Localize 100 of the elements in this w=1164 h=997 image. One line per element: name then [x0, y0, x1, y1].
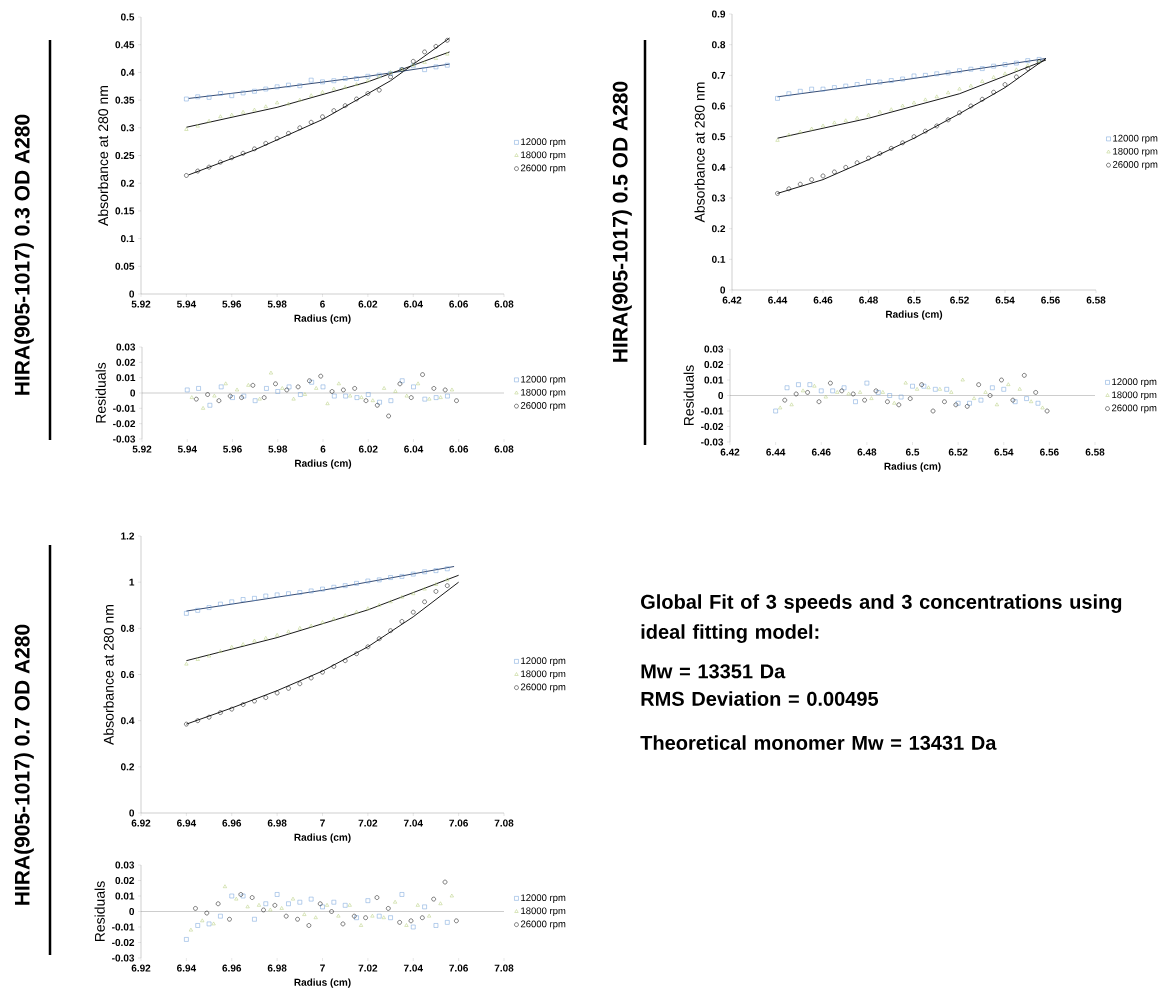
legend-label: 18000 rpm: [521, 670, 566, 680]
y-axis-title: Residuals: [683, 365, 694, 426]
point: [286, 131, 291, 136]
point: [365, 644, 371, 650]
point: [331, 86, 336, 91]
point: [885, 399, 890, 404]
point: [195, 718, 200, 723]
point: [274, 84, 280, 90]
point: [445, 62, 450, 68]
point: [887, 393, 892, 398]
point: [427, 913, 432, 918]
point: [399, 574, 405, 579]
point: [320, 669, 325, 675]
point: [252, 638, 257, 643]
point: [830, 388, 835, 394]
point: [218, 91, 223, 96]
x-tick-label: 6.04: [404, 445, 424, 453]
point: [297, 97, 302, 102]
point: [832, 169, 837, 175]
point: [218, 913, 223, 919]
point: [801, 388, 805, 393]
y-tick-label: 0.4: [120, 717, 135, 725]
point: [365, 74, 371, 79]
point: [442, 879, 448, 885]
point: [823, 394, 828, 399]
point: [331, 585, 337, 590]
point: [408, 918, 414, 924]
point: [1002, 82, 1008, 87]
legend-label: 12000 rpm: [1112, 378, 1157, 387]
y-tick-label: 0.8: [711, 41, 726, 49]
x-tick-label: 6.58: [1086, 296, 1106, 304]
point: [388, 915, 393, 920]
y-axis-title: Residuals: [95, 362, 106, 423]
y-tick-label: 0.03: [116, 343, 136, 351]
point: [320, 90, 325, 94]
point: [211, 921, 216, 926]
y-tick-label: 0.15: [115, 207, 135, 215]
point: [218, 114, 223, 118]
point: [354, 82, 359, 86]
y-tick-label: -0.01: [113, 404, 136, 412]
point: [252, 107, 257, 112]
y-tick-label: 0.02: [704, 360, 724, 369]
point: [415, 903, 420, 907]
y-tick-label: 0: [129, 809, 135, 817]
y-tick-label: 0.8: [120, 624, 135, 632]
point: [957, 110, 962, 116]
x-tick-label: 7: [320, 819, 325, 827]
point: [297, 681, 303, 686]
point: [880, 390, 885, 394]
point: [274, 592, 280, 598]
point: [206, 714, 212, 720]
point: [397, 381, 403, 387]
point: [195, 123, 200, 128]
y-tick-label: 0.3: [120, 124, 135, 132]
point: [252, 596, 257, 601]
x-tick-label: 6.06: [449, 300, 469, 308]
point: [354, 96, 359, 102]
x-tick-label: 6.46: [813, 296, 833, 304]
point: [828, 380, 833, 386]
x-tick-label: 7.04: [403, 964, 423, 972]
point: [877, 79, 883, 85]
point: [308, 120, 314, 125]
x-tick-label: 6.08: [494, 445, 514, 453]
point: [399, 892, 405, 897]
point: [218, 159, 223, 165]
point: [268, 370, 273, 375]
x-tick-label: 7.08: [494, 964, 514, 972]
x-tick-label: 6.58: [1085, 448, 1105, 456]
point: [252, 917, 257, 922]
point: [234, 896, 239, 901]
point: [433, 589, 439, 594]
point: [388, 74, 393, 80]
point: [889, 78, 894, 83]
point: [347, 903, 352, 907]
y-tick-label: -0.03: [701, 438, 724, 446]
point: [449, 387, 454, 392]
point: [195, 168, 200, 174]
x-tick-label: 6.54: [994, 448, 1014, 456]
point: [789, 402, 794, 407]
point: [376, 577, 382, 583]
y-tick-label: -0.03: [112, 954, 135, 962]
point: [862, 397, 867, 403]
point: [1003, 71, 1007, 76]
point: [798, 181, 803, 187]
point: [215, 901, 221, 907]
y-axis-title: Absorbance at 280 nm: [97, 86, 109, 226]
y-tick-label: 0.1: [711, 255, 726, 263]
point: [805, 390, 810, 395]
point: [320, 586, 325, 592]
point: [194, 396, 199, 402]
point: [252, 146, 257, 152]
point: [999, 377, 1004, 383]
point: [241, 642, 246, 646]
y-axis-title: Absorbance at 280 nm: [694, 82, 705, 223]
point: [877, 151, 883, 156]
point: [968, 66, 974, 72]
point: [306, 923, 312, 928]
point: [274, 690, 280, 696]
point: [923, 97, 928, 102]
legend-label: 18000 rpm: [521, 388, 566, 398]
